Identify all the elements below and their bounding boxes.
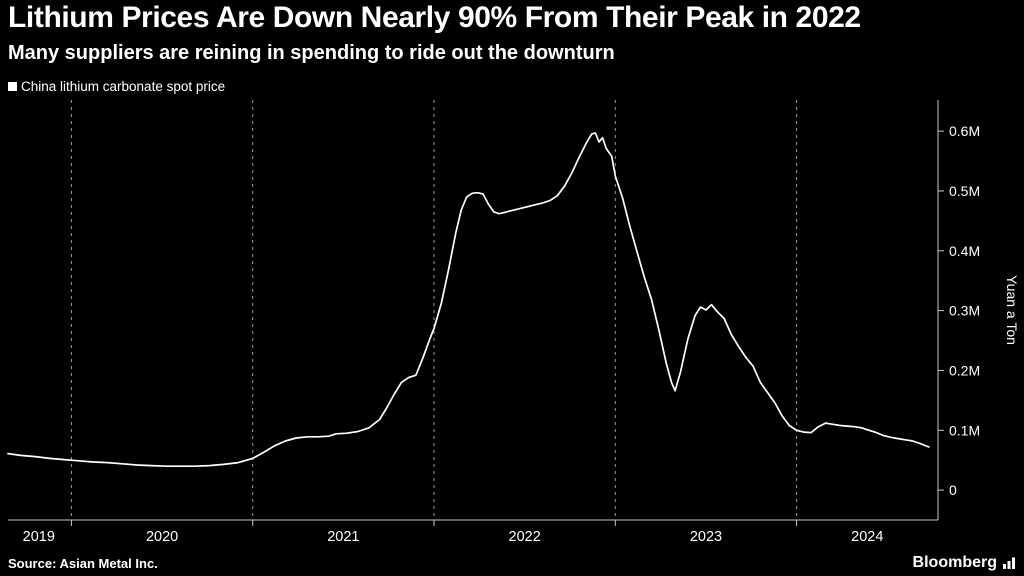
y-tick-label: 0 [949, 482, 957, 498]
bloomberg-wordmark: Bloomberg [912, 554, 997, 571]
legend: China lithium carbonate spot price [8, 79, 225, 94]
source-note: Source: Asian Metal Inc. [8, 556, 158, 571]
y-axis-title: Yuan a Ton [1004, 275, 1020, 345]
price-line [7, 132, 930, 468]
y-tick-label: 0.1M [949, 422, 980, 438]
y-tick-label: 0.2M [949, 362, 980, 378]
y-tick-label: 0.6M [949, 123, 980, 139]
chart-title: Lithium Prices Are Down Nearly 90% From … [8, 1, 861, 34]
legend-swatch-icon [8, 82, 17, 91]
chart-subtitle: Many suppliers are reining in spending t… [8, 42, 615, 64]
y-tick-label: 0.5M [949, 183, 980, 199]
x-tick-label: 2022 [509, 529, 541, 545]
x-tick-label: 2023 [690, 529, 722, 545]
bloomberg-logo: Bloomberg [913, 554, 1016, 572]
bloomberg-bars-icon [1003, 557, 1015, 569]
legend-label: China lithium carbonate spot price [21, 79, 226, 94]
x-tick-label: 2020 [146, 529, 178, 545]
x-tick-label: 2024 [851, 529, 883, 545]
x-tick-label: 2021 [327, 529, 359, 545]
x-tick-label: 2019 [23, 529, 55, 545]
y-tick-label: 0.4M [949, 243, 980, 259]
y-tick-label: 0.3M [949, 303, 980, 319]
